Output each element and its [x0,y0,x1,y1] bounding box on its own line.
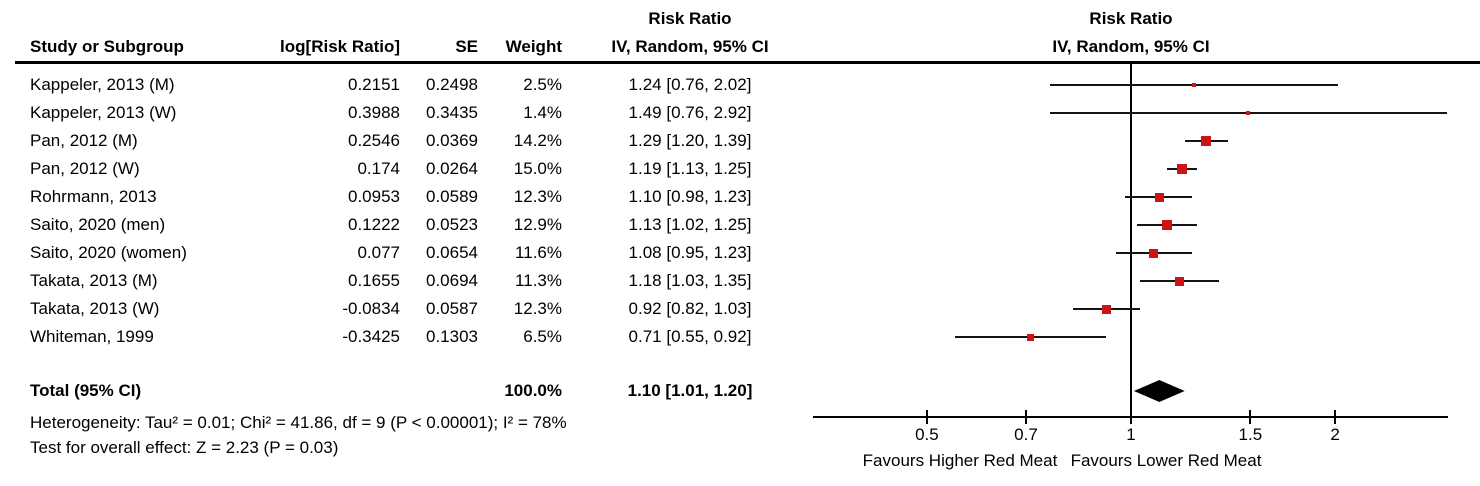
weight-value: 15.0% [513,159,562,178]
total-weight: 100.0% [504,381,562,400]
column-header-log-risk-ratio: log[Risk Ratio] [280,37,400,56]
effect-square [1154,192,1164,202]
ci-text: 1.49 [0.76, 2.92] [628,103,752,122]
se-value: 0.0694 [426,271,478,290]
se-value: 0.1303 [426,327,478,346]
axis-tick-label: 0.5 [915,425,939,444]
study-name: Kappeler, 2013 (W) [30,103,177,122]
log-rr-value: 0.2151 [348,75,400,94]
se-value: 0.0587 [426,299,478,318]
ci-text: 0.92 [0.82, 1.03] [628,299,752,318]
overall-effect-text: Test for overall effect: Z = 2.23 (P = 0… [30,438,339,457]
log-rr-value: 0.1222 [348,215,400,234]
effect-square [1192,83,1197,87]
se-value: 0.3435 [426,103,478,122]
study-name: Saito, 2020 (men) [30,215,166,234]
ci-text: 1.10 [0.98, 1.23] [628,187,752,206]
weight-value: 12.3% [513,299,562,318]
weight-value: 11.6% [515,243,562,262]
axis-tick [1130,410,1132,424]
favours-right-label: Favours Lower Red Meat [1070,451,1262,470]
axis-tick [1024,410,1027,424]
plot-header-risk-ratio: Risk Ratio [1089,9,1173,28]
ci-text: 1.13 [1.02, 1.25] [628,215,752,234]
weight-value: 2.5% [523,75,562,94]
effect-square [1246,111,1251,115]
se-value: 0.0369 [426,131,478,150]
column-header-ci: IV, Random, 95% CI [611,37,769,56]
favours-left-label: Favours Higher Red Meat [862,451,1058,470]
se-value: 0.0589 [426,187,478,206]
weight-value: 12.9% [513,215,562,234]
ci-text: 1.29 [1.20, 1.39] [628,131,752,150]
effect-square [1149,248,1159,258]
log-rr-value: 0.3988 [348,103,400,122]
effect-square [1177,164,1188,174]
column-header-weight: Weight [505,37,562,56]
study-name: Kappeler, 2013 (M) [30,75,175,94]
study-name: Pan, 2012 (M) [30,131,138,150]
weight-value: 11.3% [515,271,562,290]
weight-value: 6.5% [523,327,562,346]
log-rr-value: 0.0953 [348,187,400,206]
null-effect-line [1130,64,1132,418]
se-value: 0.0264 [426,159,478,178]
ci-text: 0.71 [0.55, 0.92] [628,327,752,346]
study-name: Rohrmann, 2013 [30,187,157,206]
ci-text: 1.08 [0.95, 1.23] [628,243,752,262]
column-header-risk-ratio: Risk Ratio [648,9,732,28]
column-header-se: SE [455,37,478,56]
log-rr-value: 0.1655 [348,271,400,290]
axis-tick-label: 1.5 [1238,425,1263,444]
effect-square [1175,276,1185,286]
weight-value: 1.4% [523,103,562,122]
total-ci-text: 1.10 [1.01, 1.20] [627,381,753,400]
log-rr-value: 0.077 [357,243,400,262]
study-name: Whiteman, 1999 [30,327,154,346]
log-rr-value: 0.2546 [348,131,400,150]
log-rr-value: -0.3425 [342,327,400,346]
axis-tick-label: 0.7 [1014,425,1038,444]
axis-tick [1249,410,1252,424]
column-header-study: Study or Subgroup [30,37,184,56]
log-rr-value: -0.0834 [342,299,400,318]
effect-square [1200,136,1211,146]
weight-value: 12.3% [513,187,562,206]
study-name: Takata, 2013 (W) [30,299,160,318]
study-name: Saito, 2020 (women) [30,243,187,262]
ci-text: 1.24 [0.76, 2.02] [628,75,752,94]
heterogeneity-text: Heterogeneity: Tau² = 0.01; Chi² = 41.86… [30,413,567,432]
study-name: Pan, 2012 (W) [30,159,140,178]
header-rule [15,61,1480,64]
summary-diamond [1133,380,1185,402]
axis-tick-label: 2 [1330,425,1340,444]
axis-tick-label: 1 [1126,425,1136,444]
ci-text: 1.18 [1.03, 1.35] [628,271,752,290]
se-value: 0.2498 [426,75,478,94]
ci-text: 1.19 [1.13, 1.25] [628,159,752,178]
effect-square [1026,333,1034,341]
log-rr-value: 0.174 [357,159,400,178]
axis-tick [925,410,928,424]
axis-tick [1334,410,1337,424]
weight-value: 14.2% [513,131,562,150]
se-value: 0.0523 [426,215,478,234]
study-name: Takata, 2013 (M) [30,271,158,290]
effect-square [1161,220,1172,230]
effect-square [1101,304,1111,314]
total-label: Total (95% CI) [30,381,142,400]
plot-header-model: IV, Random, 95% CI [1052,37,1210,56]
se-value: 0.0654 [426,243,478,262]
